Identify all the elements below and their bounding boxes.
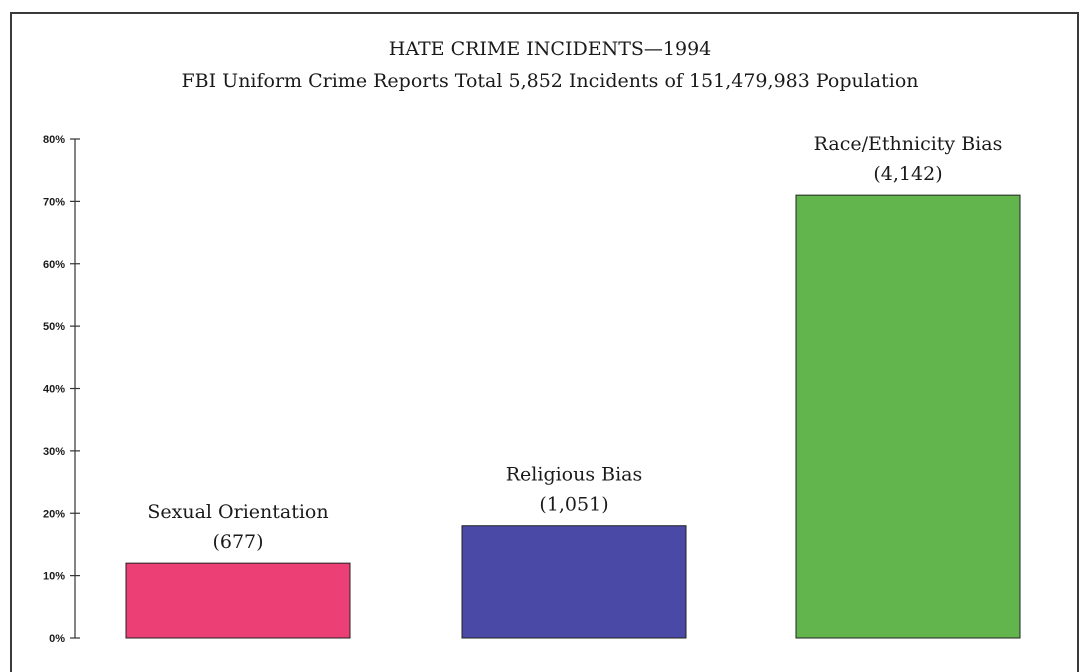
y-tick-label: 70% — [43, 196, 65, 208]
y-tick-label: 40% — [43, 384, 65, 396]
chart-title: HATE CRIME INCIDENTS—1994 — [389, 38, 712, 60]
bar — [461, 525, 687, 639]
bar-count-label: (1,051) — [539, 494, 608, 516]
y-tick-label: 0% — [49, 633, 65, 645]
y-tick-label: 10% — [43, 571, 65, 583]
bar-category-label: Sexual Orientation — [147, 501, 328, 523]
y-tick-label: 60% — [43, 259, 65, 271]
y-axis-ticks: 0% 10% 20% 30% 40% 50% 60% 70% 80% — [43, 134, 80, 645]
y-tick-label: 50% — [43, 321, 65, 333]
bar-category-label: Religious Bias — [506, 464, 643, 486]
y-tick-label: 20% — [43, 508, 65, 520]
y-tick-label: 30% — [43, 446, 65, 458]
bar — [795, 194, 1021, 639]
bar — [125, 562, 351, 639]
bars: Sexual Orientation (677) Religious Bias (1,… — [125, 133, 1021, 639]
bar-count-label: (4,142) — [873, 163, 942, 185]
chart-subtitle: FBI Uniform Crime Reports Total 5,852 In… — [181, 70, 918, 92]
bar-count-label: (677) — [212, 531, 263, 553]
y-tick-label: 80% — [43, 134, 65, 146]
bar-category-label: Race/Ethnicity Bias — [814, 133, 1003, 155]
